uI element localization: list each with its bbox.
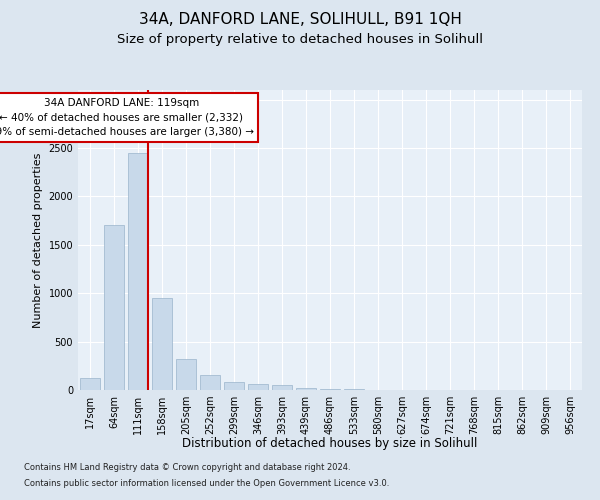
Y-axis label: Number of detached properties: Number of detached properties (33, 152, 43, 328)
Bar (152, 298, 172, 390)
Bar (80, 378, 100, 390)
Bar (128, 153, 148, 390)
Text: Size of property relative to detached houses in Solihull: Size of property relative to detached ho… (117, 32, 483, 46)
Text: 34A DANFORD LANE: 119sqm
← 40% of detached houses are smaller (2,332)
59% of sem: 34A DANFORD LANE: 119sqm ← 40% of detach… (0, 98, 254, 137)
Bar (248, 384, 268, 390)
Bar (200, 376, 220, 390)
Bar (104, 226, 124, 390)
Bar (344, 389, 364, 390)
Text: 34A, DANFORD LANE, SOLIHULL, B91 1QH: 34A, DANFORD LANE, SOLIHULL, B91 1QH (139, 12, 461, 28)
Text: Contains HM Land Registry data © Crown copyright and database right 2024.: Contains HM Land Registry data © Crown c… (24, 464, 350, 472)
Text: Distribution of detached houses by size in Solihull: Distribution of detached houses by size … (182, 438, 478, 450)
Bar (320, 389, 340, 390)
Bar (272, 385, 292, 390)
Bar (224, 382, 244, 390)
Bar (176, 359, 196, 390)
Text: Contains public sector information licensed under the Open Government Licence v3: Contains public sector information licen… (24, 478, 389, 488)
Bar (296, 388, 316, 390)
